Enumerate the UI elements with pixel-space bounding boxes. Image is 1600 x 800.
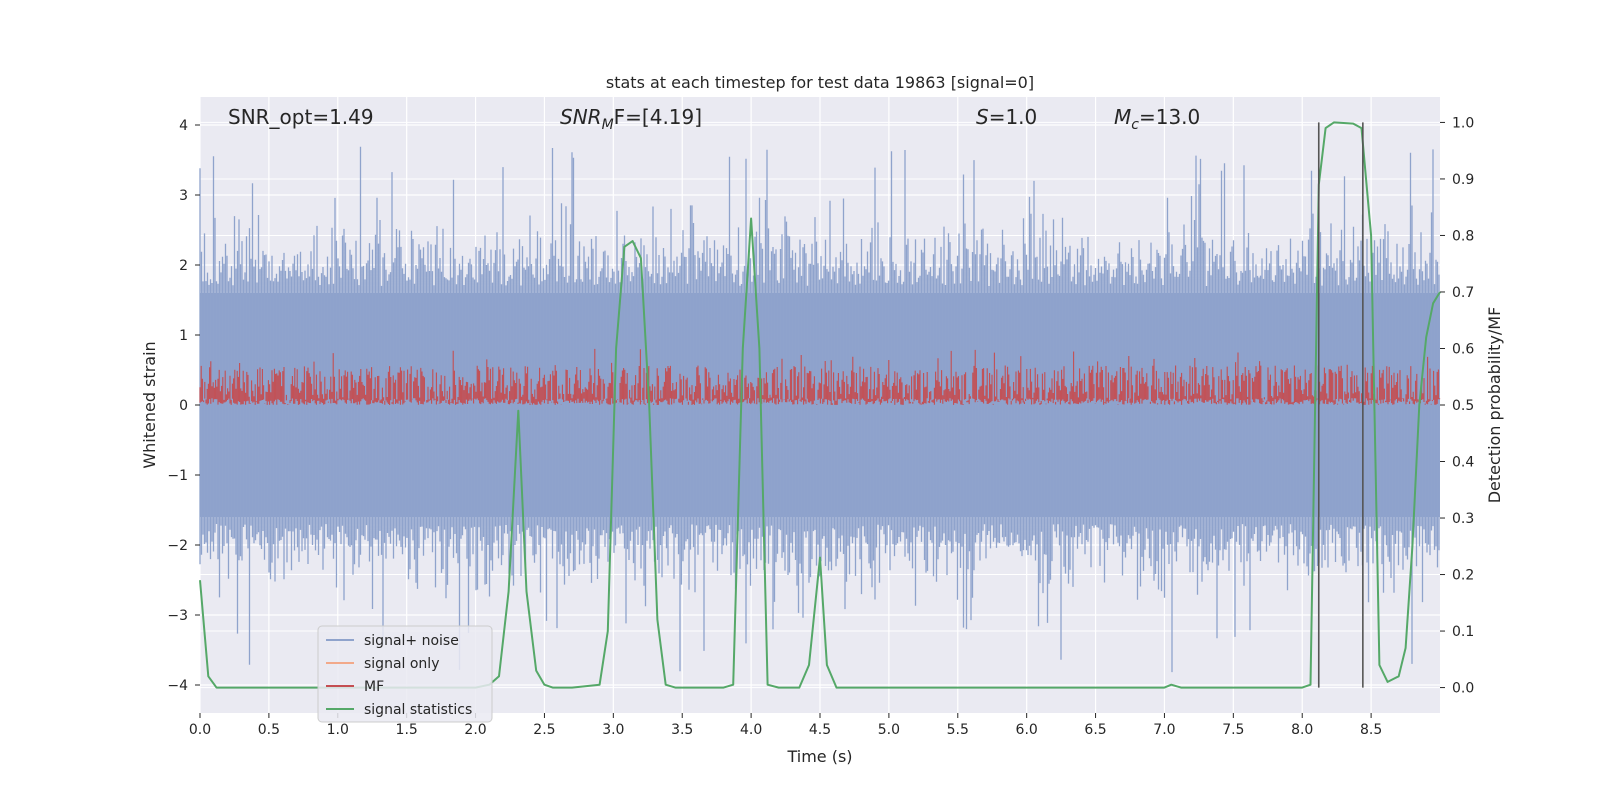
y2-tick-label: 0.4 [1452, 455, 1474, 471]
y2-tick-label: 0.6 [1452, 341, 1474, 357]
y2-tick-label: 0.8 [1452, 228, 1474, 244]
annotation-s: S=1.0 [976, 105, 1037, 129]
y-tick-label: −3 [167, 608, 188, 624]
y-tick-label: −2 [167, 538, 188, 554]
x-tick-label: 6.5 [1084, 722, 1106, 738]
axes: 0.0 0.5 1.0 1.5 2.0 2.5 3.0 3.5 4.0 4.5 5.0 5.5 6.0 6… [167, 115, 1474, 738]
snr-mf-main: SNR [560, 105, 602, 129]
signal-statistics-series [199, 121, 1441, 689]
y-tick-label: 0 [179, 398, 188, 414]
legend: signal+ noise signal only MF signal statist… [317, 625, 493, 723]
x-tick-label: 4.0 [740, 722, 762, 738]
mf-trace [199, 348, 1441, 405]
y-axis-label: Whitened strain [140, 341, 159, 468]
y-tick-label: −1 [167, 468, 188, 484]
trigger-markers [1317, 122, 1364, 688]
annotation-snr-mf: SNRMF=[4.19] [560, 105, 702, 133]
x-tick-label: 8.5 [1360, 722, 1382, 738]
legend-label: signal only [364, 656, 439, 672]
x-tick-label: 4.5 [809, 722, 831, 738]
mc-sub: c [1131, 117, 1139, 133]
y-tick-label: 3 [179, 188, 188, 204]
y2-tick-label: 0.9 [1452, 172, 1474, 188]
mc-rest: =13.0 [1139, 105, 1200, 129]
chart-title: stats at each timestep for test data 198… [606, 73, 1034, 92]
x-tick-label: 7.0 [1153, 722, 1175, 738]
x-tick-label: 6.0 [1016, 722, 1038, 738]
x-tick-label: 0.0 [189, 722, 211, 738]
s-main: S [976, 105, 989, 129]
signal-noise-series [199, 146, 1440, 673]
x-tick-label: 5.0 [878, 722, 900, 738]
y2-tick-label: 0.0 [1452, 681, 1474, 697]
x-tick-label: 0.5 [258, 722, 280, 738]
legend-label: signal statistics [364, 702, 472, 718]
y2-tick-label: 0.7 [1452, 285, 1474, 301]
x-tick-label: 2.0 [464, 722, 486, 738]
y2-tick-label: 0.2 [1452, 568, 1474, 584]
y-tick-label: 2 [179, 258, 188, 274]
x-axis-label: Time (s) [786, 747, 852, 766]
y2-tick-label: 0.1 [1452, 624, 1474, 640]
x-tick-label: 3.5 [671, 722, 693, 738]
y-tick-label: −4 [167, 678, 188, 694]
snr-mf-sub: M [602, 117, 614, 133]
x-tick-label: 2.5 [533, 722, 555, 738]
x-tick-label: 1.0 [327, 722, 349, 738]
x-tick-label: 8.0 [1291, 722, 1313, 738]
y2-tick-label: 1.0 [1452, 115, 1474, 131]
legend-label: MF [364, 679, 384, 695]
x-tick-label: 3.0 [602, 722, 624, 738]
y-tick-label: 1 [179, 328, 188, 344]
s-rest: =1.0 [989, 105, 1038, 129]
annotation-mc: Mc=13.0 [1114, 105, 1200, 133]
annotation-snr-opt: SNR_opt=1.49 [228, 105, 374, 129]
y2-axis-label: Detection probability/MF [1485, 307, 1504, 504]
mc-main: M [1114, 105, 1131, 129]
y2-tick-label: 0.3 [1452, 511, 1474, 527]
x-tick-label: 7.5 [1222, 722, 1244, 738]
x-tick-label: 5.5 [947, 722, 969, 738]
x-tick-label: 1.5 [396, 722, 418, 738]
legend-label: signal+ noise [364, 633, 459, 649]
y2-tick-label: 0.5 [1452, 398, 1474, 414]
legend-box [317, 625, 493, 723]
signal-statistics-line [199, 121, 1441, 689]
y-tick-label: 4 [179, 118, 188, 134]
mf-series [199, 348, 1441, 405]
snr-mf-rest: F=[4.19] [614, 105, 702, 129]
